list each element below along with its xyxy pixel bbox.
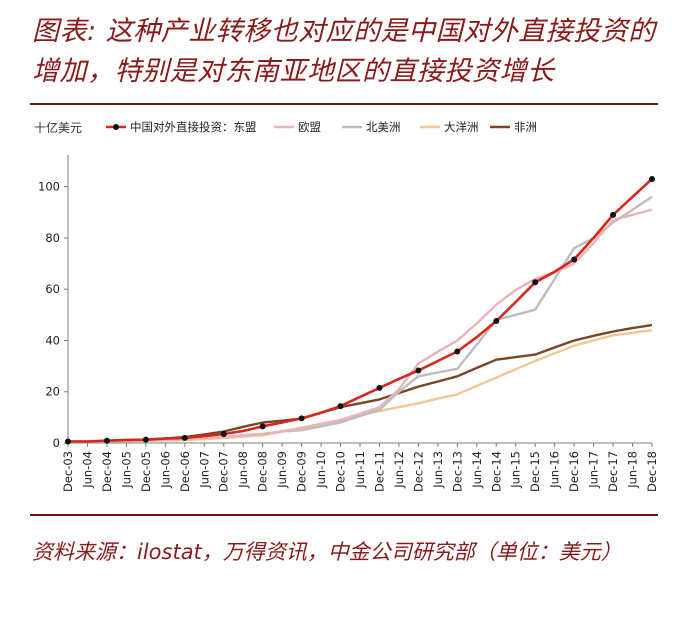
series-line	[67, 195, 653, 443]
data-point	[649, 175, 655, 182]
data-point	[220, 431, 227, 438]
x-tick-label: Jun-05	[119, 451, 133, 489]
legend-label: 中国对外直接投资：东盟	[130, 120, 257, 134]
data-point	[610, 211, 617, 218]
x-tick-label: Dec-09	[295, 451, 309, 492]
y-tick-label: 20	[45, 385, 60, 399]
series-line	[67, 323, 653, 443]
y-tick-label: 80	[45, 231, 60, 245]
x-tick-label: Jun-11	[353, 451, 367, 489]
x-tick-label: Dec-08	[256, 451, 270, 492]
top-divider	[30, 103, 658, 105]
legend: 中国对外直接投资：东盟 欧盟 北美洲 大洋洲 非洲	[106, 120, 537, 134]
x-tick-label: Dec-06	[178, 451, 192, 492]
x-tick-label: Jun-04	[80, 451, 94, 489]
x-tick-label: Dec-13	[450, 451, 464, 492]
legend-marker	[113, 124, 119, 130]
y-tick-label: 40	[45, 333, 60, 347]
x-tick-label: Dec-05	[139, 451, 153, 492]
x-tick-label: Dec-17	[606, 451, 620, 492]
legend-label: 欧盟	[298, 120, 321, 134]
x-tick-label: Dec-16	[567, 451, 581, 492]
x-tick-label: Dec-12	[411, 451, 425, 492]
x-tick-label: Dec-14	[489, 451, 503, 492]
series-line	[68, 177, 653, 443]
axes: 0 20 40 60 80 100 Dec-03 Jun-04 Dec-04 Jun-05 Dec-…	[38, 155, 659, 492]
y-tick-label: 0	[53, 436, 60, 450]
x-tick-label: Jun-10	[314, 451, 328, 489]
data-point	[337, 403, 344, 410]
source-note: 资料来源：ilostat，万得资讯，中金公司研究部（单位：美元）	[32, 540, 622, 564]
x-tick-label: Jun-14	[470, 451, 484, 489]
x-tick-label: Dec-04	[100, 451, 114, 492]
data-point	[571, 256, 578, 263]
x-tick-label: Jun-16	[548, 451, 562, 489]
data-point	[181, 434, 188, 441]
data-point	[142, 436, 149, 443]
line-chart: 十亿美元 中国对外直接投资：东盟 欧盟 北美洲 大洋洲 非洲 0 20 40 60 80 100 D…	[34, 120, 659, 492]
x-tick-label: Dec-15	[528, 451, 542, 492]
data-point	[298, 415, 305, 422]
x-tick-label: Jun-08	[236, 451, 250, 489]
series-line	[68, 329, 653, 443]
series-line	[67, 208, 653, 443]
data-point	[493, 317, 500, 324]
x-tick-label: Jun-13	[431, 451, 445, 489]
x-tick-label: Jun-06	[158, 451, 172, 489]
x-tick-label: Jun-07	[197, 451, 211, 489]
y-tick-label: 100	[38, 180, 60, 194]
legend-label: 北美洲	[366, 120, 401, 134]
x-tick-label: Jun-12	[392, 451, 406, 489]
x-tick-label: Dec-03	[61, 451, 75, 492]
y-unit-label: 十亿美元	[34, 120, 82, 135]
data-point	[65, 438, 71, 445]
data-point	[259, 423, 266, 430]
bottom-divider	[30, 514, 658, 516]
x-tick-label: Dec-10	[334, 451, 348, 492]
data-point	[454, 348, 461, 355]
x-tick-label: Dec-07	[217, 451, 231, 492]
x-tick-label: Dec-18	[645, 451, 659, 492]
x-tick-label: Jun-09	[275, 451, 289, 489]
chart-title: 图表: 这种产业转移也对应的是中国对外直接投资的增加，特别是对东南亚地区的直接投…	[32, 16, 656, 87]
legend-label: 非洲	[514, 120, 537, 134]
data-point	[415, 367, 422, 374]
x-tick-label: Dec-11	[372, 451, 386, 492]
x-tick-label: Jun-15	[509, 451, 523, 489]
data-point	[532, 279, 539, 286]
x-tick-label: Jun-17	[587, 451, 601, 489]
series-lines	[67, 177, 653, 443]
legend-label: 大洋洲	[444, 120, 479, 134]
y-tick-label: 60	[45, 282, 60, 296]
series-markers	[65, 175, 655, 445]
data-point	[376, 384, 383, 391]
data-point	[103, 437, 110, 444]
x-tick-label: Jun-18	[626, 451, 640, 489]
